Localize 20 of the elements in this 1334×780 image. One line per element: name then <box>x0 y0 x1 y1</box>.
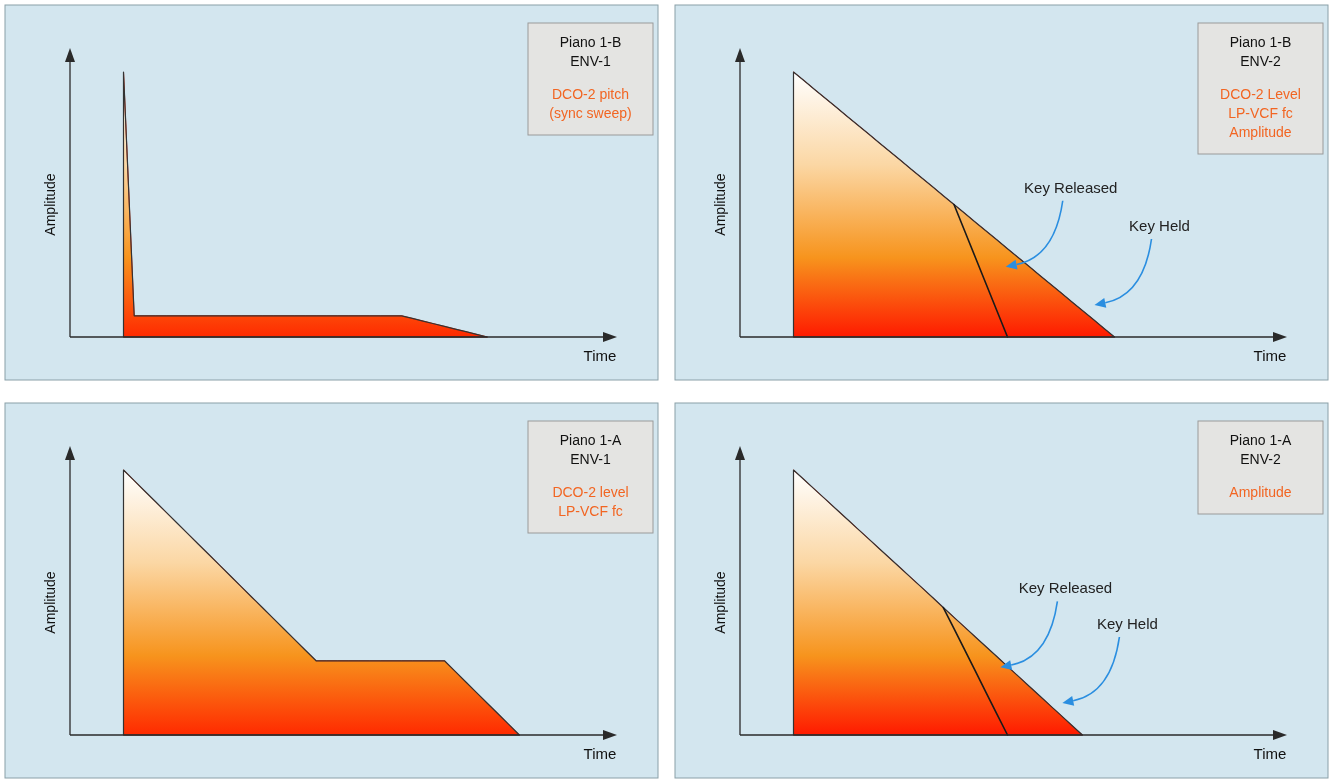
chart-title: Piano 1-B ENV-2 <box>1229 34 1292 69</box>
chart-title: Piano 1-A ENV-1 <box>559 432 622 467</box>
x-axis-title: Time <box>583 745 617 762</box>
y-axis-title: Amplitude <box>712 571 728 634</box>
x-axis-title: Time <box>1253 347 1287 364</box>
text: DCO-2 Level LP-VCF fc Amplitude <box>1220 86 1301 140</box>
y-axis-title: Amplitude <box>42 173 58 236</box>
text: DCO-2 pitch (sync sweep) <box>549 86 632 121</box>
text: DCO-2 level LP-VCF fc <box>552 484 629 519</box>
annotation: Key Held <box>1096 615 1158 632</box>
annotation: Key Released <box>1024 178 1118 196</box>
chart-title: Piano 1-A ENV-2 <box>1229 432 1292 467</box>
x-axis-title: Time <box>583 347 617 364</box>
annotation: Key Held <box>1129 217 1190 234</box>
y-axis-title: Amplitude <box>42 571 58 634</box>
chart-title: Piano 1-B ENV-1 <box>559 34 622 69</box>
annotation: Key Released <box>1018 579 1113 597</box>
text: Amplitude <box>1229 484 1292 500</box>
y-axis-title: Amplitude <box>712 173 728 236</box>
x-axis-title: Time <box>1253 745 1287 762</box>
